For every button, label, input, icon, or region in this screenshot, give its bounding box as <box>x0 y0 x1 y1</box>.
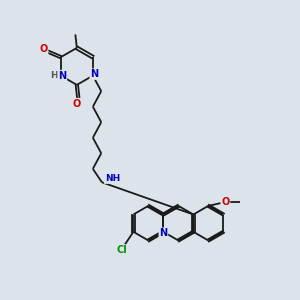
Text: O: O <box>73 99 81 109</box>
Text: NH: NH <box>105 174 120 183</box>
Text: Cl: Cl <box>116 245 127 255</box>
Text: O: O <box>221 197 230 207</box>
Text: O: O <box>39 44 48 54</box>
Text: N: N <box>90 69 98 79</box>
Text: N: N <box>58 70 66 81</box>
Text: N: N <box>159 228 167 238</box>
Text: H: H <box>50 71 58 80</box>
